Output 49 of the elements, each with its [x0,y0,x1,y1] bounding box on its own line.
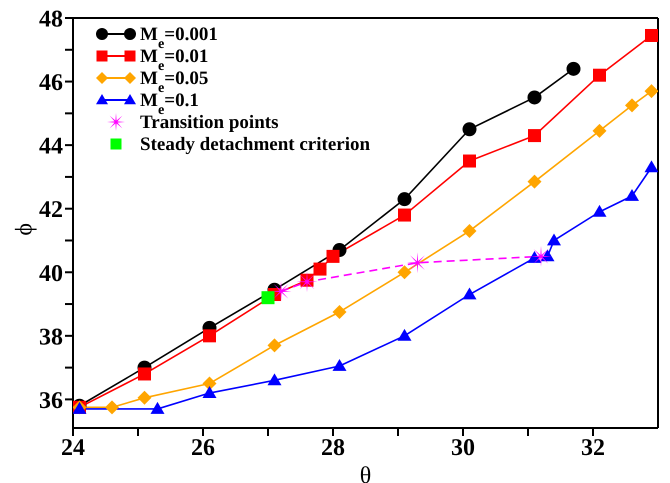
point [528,90,542,104]
x-tick-label: 28 [321,435,345,462]
x-axis-title: θ [360,463,372,483]
point [463,154,476,168]
legend-label: Steady detachment criterion [140,134,370,155]
y-tick-label: 40 [39,260,63,287]
point [528,174,542,189]
point [268,373,282,386]
point [645,28,658,42]
y-tick-label: 36 [39,388,63,414]
point [398,192,412,206]
point [203,329,216,342]
point [105,400,119,414]
x-tick-label: 26 [191,435,215,462]
point [326,250,340,263]
point [592,124,606,138]
y-tick-label: 48 [39,6,63,33]
point [528,129,541,142]
point [150,402,164,414]
point [644,84,658,98]
point [398,265,412,280]
point [262,291,274,304]
point [314,262,326,276]
point [592,204,606,217]
y-tick-label: 42 [39,197,63,224]
y-tick-label: 46 [39,70,63,96]
point [138,390,152,405]
x-tick-label: 24 [61,435,85,462]
point [593,68,606,82]
point [625,98,639,112]
point [625,188,639,201]
point [268,338,282,352]
point [462,288,476,300]
point [398,208,411,222]
point [138,367,151,380]
y-tick-label: 38 [39,324,63,350]
y-tick-label: 44 [39,134,63,160]
x-tick-label: 30 [451,435,475,462]
point [332,359,346,371]
point [202,386,216,398]
point [547,233,561,246]
point [644,160,658,172]
point [566,62,580,76]
point [332,304,346,319]
point [398,328,412,341]
x-tick-label: 32 [581,435,605,462]
point [462,122,476,136]
y-axis-title: ϕ [12,223,38,236]
point [462,224,476,238]
